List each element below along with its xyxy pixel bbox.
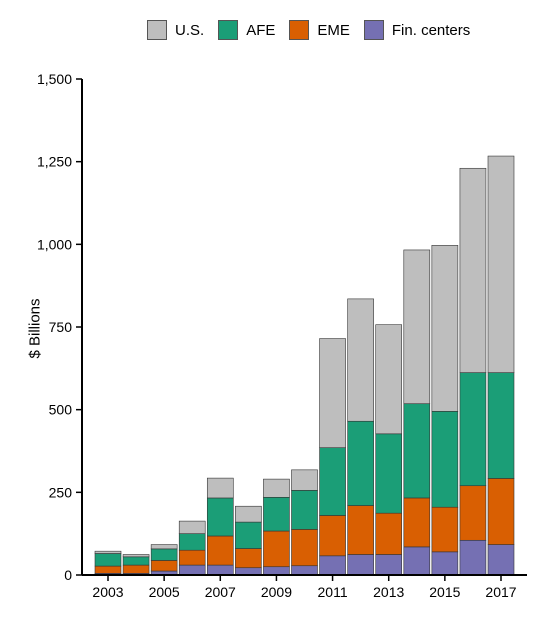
bar-fin-centers-2011 [319,555,346,576]
bar-eme-2011 [319,515,346,557]
bar-eme-2013 [375,512,403,555]
bar-afe-2007 [206,497,234,537]
legend-item-afe: AFE [218,20,275,40]
bar-afe-2003 [94,553,122,567]
y-tick-label: 250 [49,484,73,500]
legend-label-fin-centers: Fin. centers [391,21,471,39]
y-tick-label: 500 [49,402,73,418]
bar-afe-2016 [459,372,487,487]
bar-u-s--2013 [375,324,403,435]
bar-u-s--2012 [347,298,374,422]
bar-afe-2009 [263,496,290,532]
bar-fin-centers-2006 [178,564,206,576]
bar-u-s--2010 [291,469,318,491]
bar-afe-2011 [319,447,346,516]
bar-fin-centers-2015 [431,551,459,576]
legend-label-afe: AFE [246,21,276,39]
bar-fin-centers-2012 [347,554,374,576]
legend-swatch-us [147,20,167,40]
x-tick-label: 2005 [149,584,180,600]
bar-eme-2005 [150,560,178,572]
bar-eme-2017 [487,478,515,545]
x-tick-label: 2015 [429,584,460,600]
y-tick-label: 1,000 [37,236,72,252]
bar-afe-2017 [487,372,515,479]
bar-fin-centers-2017 [487,544,515,576]
bar-fin-centers-2014 [403,546,431,576]
legend-label-eme: EME [317,21,350,39]
bar-u-s--2007 [206,477,234,499]
legend-item-us: U.S. [147,20,204,40]
bar-eme-2016 [459,485,487,541]
bar-u-s--2011 [319,338,346,448]
bar-afe-2004 [122,556,150,566]
bar-eme-2007 [206,535,234,566]
bar-u-s--2003 [94,550,122,554]
x-tick-label: 2009 [261,584,292,600]
bar-fin-centers-2010 [291,565,318,576]
y-tick-label: 750 [49,319,73,335]
bar-u-s--2006 [178,520,206,534]
bar-eme-2014 [403,497,431,548]
y-tick-label: 1,500 [37,71,72,87]
x-tick-label: 2017 [485,584,516,600]
bar-fin-centers-2008 [235,567,262,576]
legend-swatch-fin-centers [363,20,384,40]
x-tick-label: 2011 [318,584,348,600]
bar-u-s--2008 [235,505,262,523]
bar-fin-centers-2013 [375,554,403,576]
y-tick-label: 1,250 [37,154,72,170]
bar-eme-2009 [263,530,290,568]
bar-afe-2005 [150,548,178,561]
bar-u-s--2005 [150,544,178,550]
x-tick-label: 2013 [373,584,404,600]
bar-eme-2015 [431,506,459,553]
bar-afe-2008 [235,521,262,549]
legend-item-eme: EME [289,20,350,40]
bar-eme-2003 [94,565,122,574]
bar-afe-2012 [347,420,374,506]
bar-afe-2010 [291,490,318,530]
x-tick-label: 2003 [92,584,123,600]
legend-label-us: U.S. [175,21,205,39]
bar-u-s--2004 [122,554,150,558]
bar-eme-2006 [178,549,206,566]
legend-swatch-afe [218,20,239,40]
legend-swatch-eme [289,20,310,40]
bar-fin-centers-2009 [263,566,290,576]
bar-afe-2006 [178,533,206,551]
bar-afe-2015 [431,411,459,508]
bar-eme-2010 [291,529,318,567]
bar-eme-2008 [235,548,262,569]
bar-eme-2004 [122,564,150,574]
bar-u-s--2015 [431,245,459,412]
x-tick-label: 2007 [205,584,236,600]
bar-u-s--2017 [487,155,515,373]
bar-u-s--2016 [459,167,487,373]
bar-afe-2013 [375,433,403,514]
chart-legend: U.S. AFE EME Fin. centers [147,20,484,40]
legend-item-fin-centers: Fin. centers [363,20,471,40]
bar-afe-2014 [403,403,431,499]
bar-fin-centers-2007 [206,564,234,576]
bar-u-s--2009 [263,478,290,498]
bar-u-s--2014 [403,249,431,405]
bar-eme-2012 [347,505,374,555]
y-tick-label: 0 [64,567,72,583]
bar-fin-centers-2016 [459,539,487,576]
